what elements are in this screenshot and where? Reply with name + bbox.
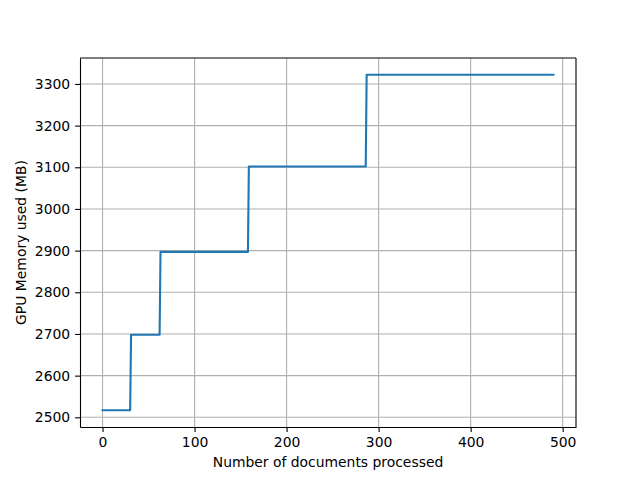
- x-axis-title: Number of documents processed: [213, 454, 444, 470]
- tick-mark: [379, 427, 380, 432]
- tick-label: 3300: [35, 76, 70, 92]
- grid-line-y: [80, 417, 576, 418]
- tick-mark: [195, 427, 196, 432]
- grid-line-y: [80, 125, 576, 126]
- tick: 400: [458, 427, 485, 450]
- data-line: [103, 75, 554, 410]
- axis-line: [81, 427, 577, 428]
- tick: 2500: [35, 409, 80, 425]
- spine-right: [575, 58, 576, 427]
- tick-label: 500: [550, 434, 577, 450]
- tick-label: 100: [182, 434, 209, 450]
- tick: 100: [182, 427, 209, 450]
- tick-mark: [75, 84, 80, 85]
- tick: 500: [550, 427, 577, 450]
- tick-label: 0: [99, 434, 108, 450]
- tick-mark: [75, 251, 80, 252]
- tick: 2600: [35, 368, 80, 384]
- tick: 200: [274, 427, 301, 450]
- tick-mark: [75, 334, 80, 335]
- grid-line-y: [80, 208, 576, 209]
- tick-label: 3100: [35, 159, 70, 175]
- grid-line-y: [80, 375, 576, 376]
- grid-line-y: [80, 250, 576, 251]
- tick-mark: [75, 167, 80, 168]
- grid-line-x: [102, 58, 103, 427]
- axis-line: [80, 59, 81, 428]
- grid-line-x: [562, 58, 563, 427]
- tick-label: 2600: [35, 368, 70, 384]
- tick: 3000: [35, 201, 80, 217]
- grid-line-x: [286, 58, 287, 427]
- grid-line-x: [470, 58, 471, 427]
- tick-label: 3000: [35, 201, 70, 217]
- tick: 2700: [35, 326, 80, 342]
- tick: 2800: [35, 284, 80, 300]
- tick: 2900: [35, 243, 80, 259]
- tick: 0: [99, 427, 108, 450]
- grid-line-y: [80, 292, 576, 293]
- x-axis: 0 100 200 300 400 500: [81, 427, 577, 450]
- tick: 3200: [35, 118, 80, 134]
- tick-label: 3200: [35, 118, 70, 134]
- tick-mark: [75, 126, 80, 127]
- y-axis: 2500 2600 2700 2800 2900 3000 3100 3200 3300: [35, 59, 81, 428]
- tick-mark: [75, 292, 80, 293]
- tick-label: 2900: [35, 243, 70, 259]
- tick: 3300: [35, 76, 80, 92]
- chart: 0 100 200 300 400 500 2500 2600 2700 2800 2900 3000…: [0, 0, 640, 480]
- tick-mark: [563, 427, 564, 432]
- tick-label: 2700: [35, 326, 70, 342]
- tick: 300: [366, 427, 393, 450]
- tick-label: 400: [458, 434, 485, 450]
- spine-top: [80, 57, 576, 58]
- tick-mark: [75, 209, 80, 210]
- tick-mark: [287, 427, 288, 432]
- tick-mark: [102, 427, 103, 432]
- plot-area: [103, 75, 554, 410]
- tick-label: 2800: [35, 284, 70, 300]
- tick: 3100: [35, 159, 80, 175]
- tick-mark: [75, 376, 80, 377]
- tick-label: 2500: [35, 409, 70, 425]
- grid-line-x: [194, 58, 195, 427]
- y-axis-title: GPU Memory used (MB): [13, 160, 29, 325]
- background: [0, 0, 640, 480]
- grid-line-y: [80, 83, 576, 84]
- tick-mark: [471, 427, 472, 432]
- grid: [80, 58, 576, 427]
- grid-line-x: [378, 58, 379, 427]
- tick-label: 200: [274, 434, 301, 450]
- tick-label: 300: [366, 434, 393, 450]
- tick-mark: [75, 417, 80, 418]
